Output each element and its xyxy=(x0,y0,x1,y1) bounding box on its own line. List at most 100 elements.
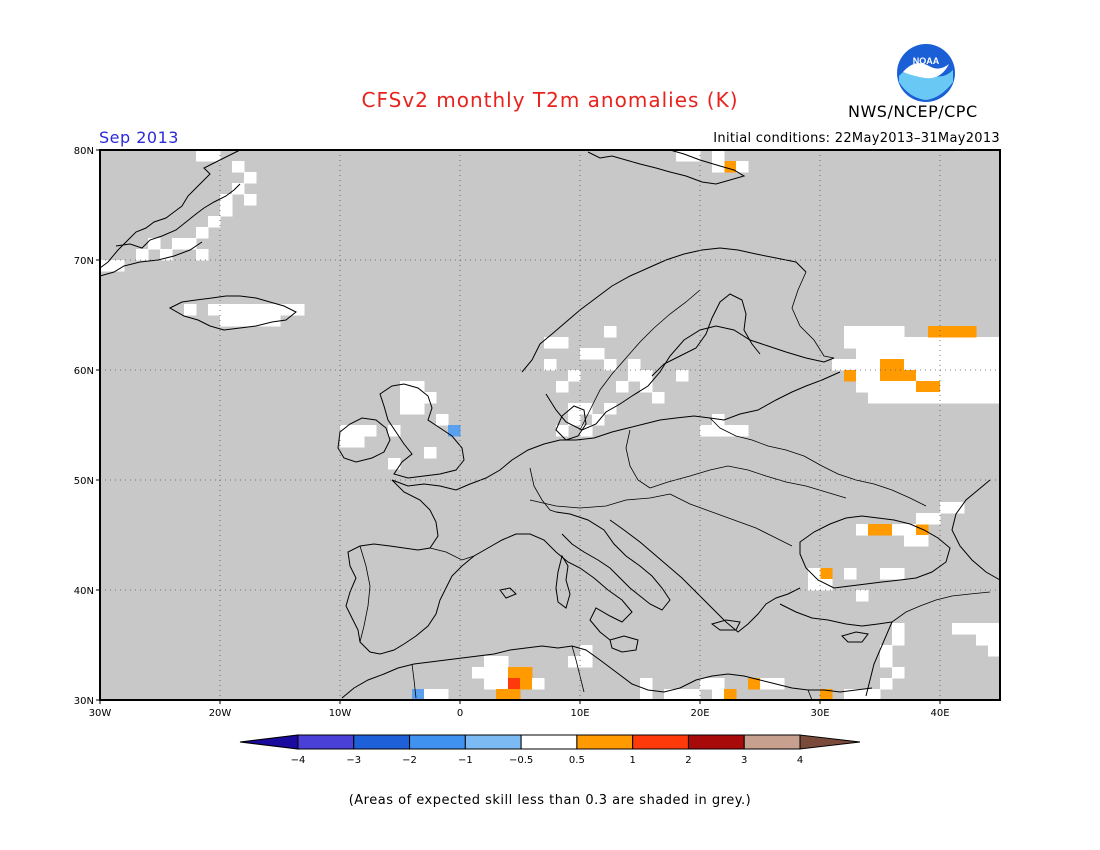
anomaly-cell xyxy=(976,634,989,646)
legend-label: 0.5 xyxy=(569,755,585,766)
legend-bin xyxy=(743,734,801,750)
coastline-norway xyxy=(521,247,807,373)
anomaly-cell xyxy=(256,315,269,327)
anomaly-cell xyxy=(868,370,881,382)
anomaly-cell xyxy=(712,414,725,426)
border-finland-russia xyxy=(791,271,835,359)
color-legend: −4 −3 −2 −1 −0.5 0.5 1 2 3 4 xyxy=(239,734,861,766)
anomaly-cell xyxy=(136,249,149,261)
anomaly-cell xyxy=(184,304,197,316)
anomaly-cell xyxy=(916,513,929,525)
anomaly-cell xyxy=(976,348,989,360)
anomaly-cell xyxy=(112,260,125,272)
border-sweden-norway xyxy=(579,289,701,431)
anomaly-cell xyxy=(580,403,593,415)
anomaly-cell xyxy=(988,348,1001,360)
anomaly-cell xyxy=(916,337,929,349)
border-alps xyxy=(529,493,671,509)
anomaly-cell xyxy=(964,381,977,393)
anomaly-cell xyxy=(892,524,905,536)
anomaly-cell xyxy=(736,425,749,437)
anomaly-cell xyxy=(844,568,857,580)
anomaly-cell xyxy=(916,359,929,371)
anomaly-cell xyxy=(244,194,257,206)
anomaly-cell xyxy=(868,381,881,393)
anomaly-cell xyxy=(220,304,233,316)
border-ukraine xyxy=(803,455,927,507)
longitude-ticks: 30W 20W 10W 0 10E 20E 30E 40E xyxy=(89,700,950,719)
anomaly-cell xyxy=(904,337,917,349)
legend-label: 1 xyxy=(629,755,635,766)
lat-tick-label: 50N xyxy=(74,476,94,487)
anomaly-cell xyxy=(640,678,653,690)
anomaly-cell xyxy=(844,359,857,371)
anomaly-cell xyxy=(904,370,917,382)
anomaly-cell xyxy=(580,348,593,360)
coastline-north-africa xyxy=(341,645,873,699)
anomaly-cell xyxy=(976,370,989,382)
anomaly-cell xyxy=(616,381,629,393)
anomaly-cell xyxy=(220,205,233,217)
legend-bin xyxy=(632,734,689,750)
anomaly-cell xyxy=(952,359,965,371)
anomaly-cell xyxy=(388,425,401,437)
legend-bin xyxy=(520,734,578,750)
anomaly-cell xyxy=(712,689,725,701)
anomaly-cell xyxy=(640,370,653,382)
lon-tick-label: 30E xyxy=(810,708,829,719)
anomaly-cell xyxy=(988,623,1001,635)
coastlines xyxy=(99,149,1001,701)
anomaly-cell xyxy=(712,161,725,173)
anomaly-cell xyxy=(892,381,905,393)
anomaly-cell xyxy=(712,425,725,437)
border-france-spain xyxy=(429,547,475,561)
anomaly-cell xyxy=(340,425,353,437)
anomaly-cell xyxy=(880,381,893,393)
legend-label: 4 xyxy=(797,755,803,766)
anomaly-cell xyxy=(496,689,509,701)
anomaly-cell xyxy=(892,359,905,371)
coastline-iceland xyxy=(168,295,297,331)
anomaly-cell xyxy=(472,667,485,679)
anomaly-cell xyxy=(868,524,881,536)
legend-bin xyxy=(576,734,634,750)
anomaly-cell xyxy=(940,381,953,393)
anomaly-cell xyxy=(868,337,881,349)
anomaly-cell xyxy=(424,447,437,459)
logo-text: NOAA xyxy=(913,56,940,66)
anomaly-cell xyxy=(952,326,965,338)
anomaly-cell xyxy=(484,667,497,679)
anomaly-cell xyxy=(436,689,449,701)
anomaly-cell xyxy=(880,359,893,371)
anomaly-cell xyxy=(244,304,257,316)
anomaly-cell xyxy=(196,249,209,261)
initial-conditions-label: Initial conditions: 22May2013–31May2013 xyxy=(713,131,1000,146)
anomaly-cell xyxy=(952,381,965,393)
anomaly-cell xyxy=(856,381,869,393)
anomaly-cell xyxy=(340,436,353,448)
anomaly-cell xyxy=(952,348,965,360)
anomaly-cell xyxy=(208,216,221,228)
chart-title: CFSv2 monthly T2m anomalies (K) xyxy=(361,88,739,112)
anomaly-cell xyxy=(940,337,953,349)
anomaly-cell xyxy=(724,161,737,173)
coastline-balearic xyxy=(499,587,517,599)
anomaly-cell xyxy=(604,359,617,371)
anomaly-cell xyxy=(604,326,617,338)
anomaly-cell xyxy=(556,381,569,393)
anomaly-cell xyxy=(568,414,581,426)
anomaly-cell xyxy=(352,425,365,437)
anomaly-cell xyxy=(412,689,425,701)
anomaly-cell xyxy=(220,194,233,206)
anomaly-cell xyxy=(916,535,929,547)
anomaly-cell xyxy=(880,645,893,657)
coastline-greenland xyxy=(99,149,241,269)
lon-tick-label: 40E xyxy=(930,708,949,719)
coastline-great-britain xyxy=(379,383,465,479)
lat-tick-label: 80N xyxy=(74,146,94,157)
anomaly-cell xyxy=(976,392,989,404)
anomaly-cell xyxy=(988,381,1001,393)
coastline-black-sea xyxy=(799,515,951,589)
anomaly-cell xyxy=(868,348,881,360)
anomaly-cell xyxy=(976,337,989,349)
